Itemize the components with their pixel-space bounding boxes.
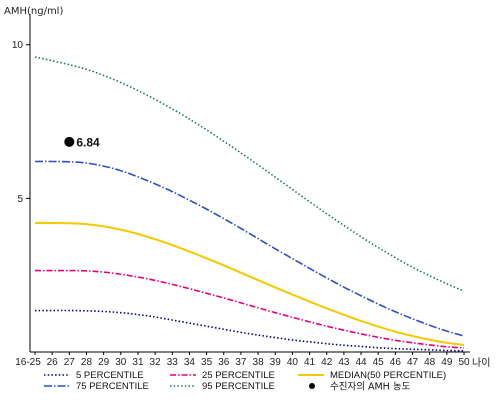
x-tick-label: 47 <box>407 357 419 368</box>
x-tick-label: 43 <box>338 357 350 368</box>
series-layer <box>34 56 465 352</box>
x-tick-label: 33 <box>167 357 179 368</box>
x-tick-label: 38 <box>253 357 265 368</box>
x-tick-label: 49 <box>441 357 453 368</box>
series-line-95-percentile <box>34 56 465 292</box>
marker-layer: 6.84 <box>64 135 100 149</box>
y-axis-title: AMH(ng/ml) <box>4 6 63 17</box>
legend-marker-swatch <box>309 383 315 389</box>
legend-label: 5 PERCENTILE <box>76 370 144 381</box>
x-tick-label: 44 <box>355 357 367 368</box>
x-tick-label: 40 <box>287 357 299 368</box>
chart-legend: 5 PERCENTILE 25 PERCENTILE MEDIAN(50 PERCE… <box>44 370 446 393</box>
patient-amh-label: 6.84 <box>76 135 100 149</box>
x-tick-label: 16-25 <box>15 357 41 368</box>
x-tick-label: 26 <box>47 357 59 368</box>
legend-label: 95 PERCENTILE <box>202 381 275 392</box>
x-tick-label: 31 <box>132 357 144 368</box>
chart-axes: AMH(ng/ml) 5 10 16-25 26 27 28 29 30 31 32 33 34 35 36… <box>4 6 490 369</box>
x-tick-label: 37 <box>235 357 247 368</box>
series-line-median-50-percentile <box>34 221 465 346</box>
series-line-5-percentile <box>34 309 465 352</box>
x-tick-label: 35 <box>201 357 213 368</box>
legend-marker-label: 수진자의 AMH 농도 <box>330 382 411 393</box>
x-tick-label: 48 <box>424 357 436 368</box>
x-tick-label: 36 <box>218 357 230 368</box>
x-tick-label: 28 <box>81 357 93 368</box>
x-tick-label: 32 <box>150 357 162 368</box>
x-tick-label: 45 <box>373 357 385 368</box>
x-tick-label: 30 <box>115 357 127 368</box>
x-tick-label: 46 <box>390 357 402 368</box>
x-tick-label: 41 <box>304 357 316 368</box>
legend-label: 75 PERCENTILE <box>76 381 149 392</box>
patient-amh-point <box>64 136 75 147</box>
x-tick-label: 42 <box>321 357 333 368</box>
legend-label: 25 PERCENTILE <box>202 370 275 381</box>
x-tick-label: 39 <box>270 357 282 368</box>
legend-label: MEDIAN(50 PERCENTILE) <box>330 370 446 381</box>
series-line-25-percentile <box>35 269 465 349</box>
x-tick-label: 27 <box>64 357 76 368</box>
y-tick-label: 10 <box>12 40 24 51</box>
x-tick-label: 29 <box>98 357 110 368</box>
series-line-75-percentile <box>34 160 465 337</box>
x-tick-label: 34 <box>184 357 196 368</box>
y-tick-label: 5 <box>17 194 23 205</box>
x-tick-label: 50 <box>458 357 470 368</box>
x-axis-title: 나이 <box>472 357 490 369</box>
